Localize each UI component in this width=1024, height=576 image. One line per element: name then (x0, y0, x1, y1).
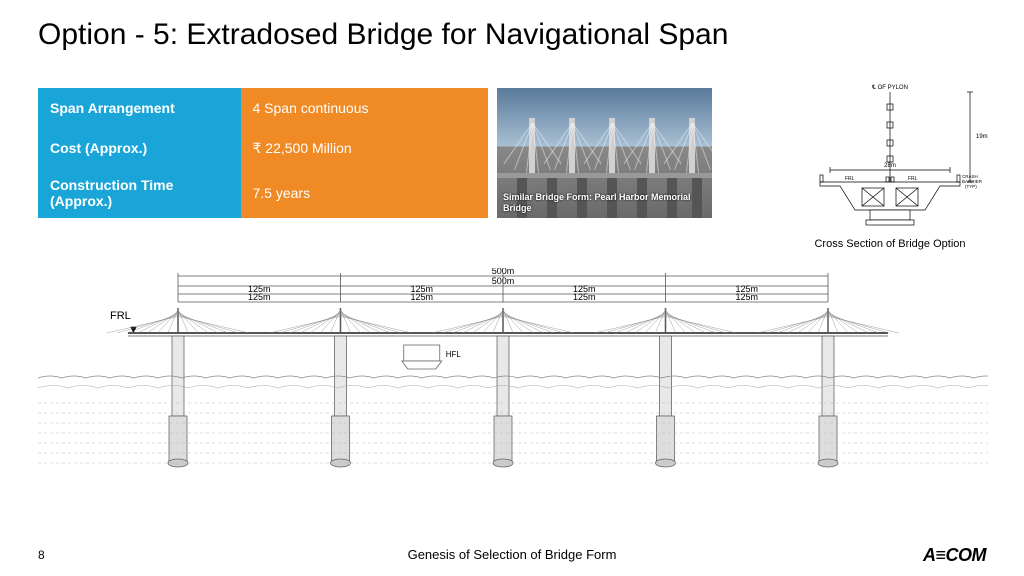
reference-photo: Similar Bridge Form: Pearl Harbor Memori… (497, 88, 712, 218)
brand-logo: A≡COM (923, 545, 986, 566)
svg-text:125m: 125m (248, 292, 271, 302)
slide-title: Option - 5: Extradosed Bridge for Naviga… (38, 18, 728, 52)
svg-text:125m: 125m (735, 292, 758, 302)
spec-value-cost: ₹ 22,500 Million (241, 128, 489, 168)
pylon-height-dim: 19m (976, 134, 988, 140)
frl-right: FRL (908, 176, 918, 182)
spec-label-span: Span Arrangement (38, 88, 241, 128)
svg-text:125m: 125m (573, 292, 596, 302)
deck-width-dim: 28m (884, 163, 896, 169)
cross-section-label: Cross Section of Bridge Option (790, 238, 990, 250)
spec-label-time: Construction Time (Approx.) (38, 168, 241, 218)
photo-deck (497, 173, 712, 178)
svg-text:HFL: HFL (446, 350, 462, 359)
spec-value-time: 7.5 years (241, 168, 489, 218)
photo-caption: Similar Bridge Form: Pearl Harbor Memori… (503, 192, 706, 214)
footer-title: Genesis of Selection of Bridge Form (0, 547, 1024, 562)
frl-left: FRL (845, 176, 855, 182)
spec-label-cost: Cost (Approx.) (38, 128, 241, 168)
spec-value-span: 4 Span continuous (241, 88, 489, 128)
svg-text:(TYP): (TYP) (965, 184, 977, 189)
svg-text:125m: 125m (410, 292, 433, 302)
elevation-diagram: 500m500m125m125m125m125m125m125m125m125m… (38, 268, 988, 483)
spec-table: Span Arrangement 4 Span continuous Cost … (38, 88, 488, 218)
cross-section-diagram: ℄ OF PYLON 19m (790, 82, 990, 237)
pylon-cl-label: ℄ OF PYLON (871, 85, 908, 91)
